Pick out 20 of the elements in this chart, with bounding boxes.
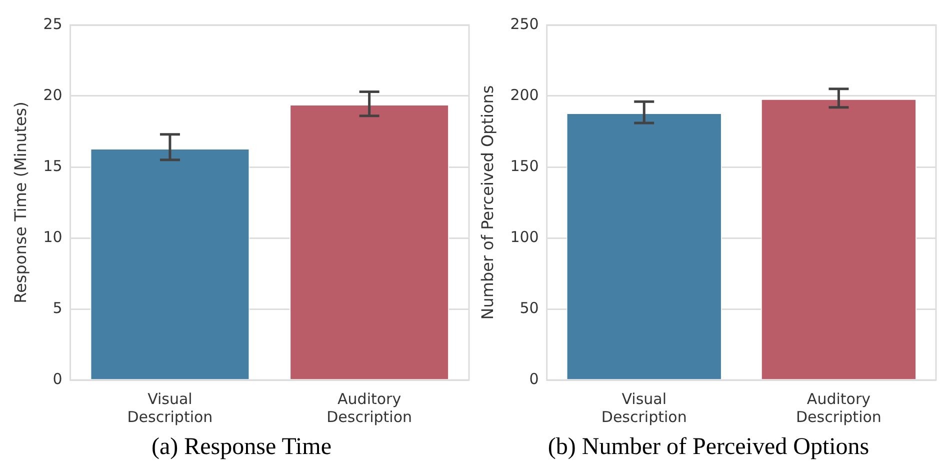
- y-tick-label: 50: [520, 298, 539, 317]
- y-tick-label: 0: [52, 370, 62, 388]
- y-axis-title: Response Time (Minutes): [10, 102, 30, 304]
- y-tick-label: 100: [510, 228, 539, 246]
- text: (b) Number of Perceived Options: [546, 434, 870, 461]
- y-tick-label: 5: [52, 298, 62, 317]
- text: (a) Response Time: [150, 434, 332, 461]
- y-tick-label: 150: [510, 156, 539, 175]
- y-tick-label: 10: [43, 228, 62, 246]
- y-tick-label: 250: [510, 14, 539, 33]
- y-tick-label: 15: [43, 156, 62, 175]
- y-tick-label: 25: [43, 14, 62, 33]
- y-tick-label: 20: [43, 86, 62, 104]
- x-tick-label: Visual Description: [127, 390, 213, 426]
- x-tick-label: Auditory Description: [796, 390, 882, 426]
- y-tick-label: 0: [529, 370, 539, 388]
- x-tick-label: Visual Description: [601, 390, 687, 426]
- y-axis-title: Number of Perceived Options: [478, 85, 497, 320]
- x-tick-label: Auditory Description: [326, 390, 412, 426]
- y-tick-label: 200: [510, 86, 539, 104]
